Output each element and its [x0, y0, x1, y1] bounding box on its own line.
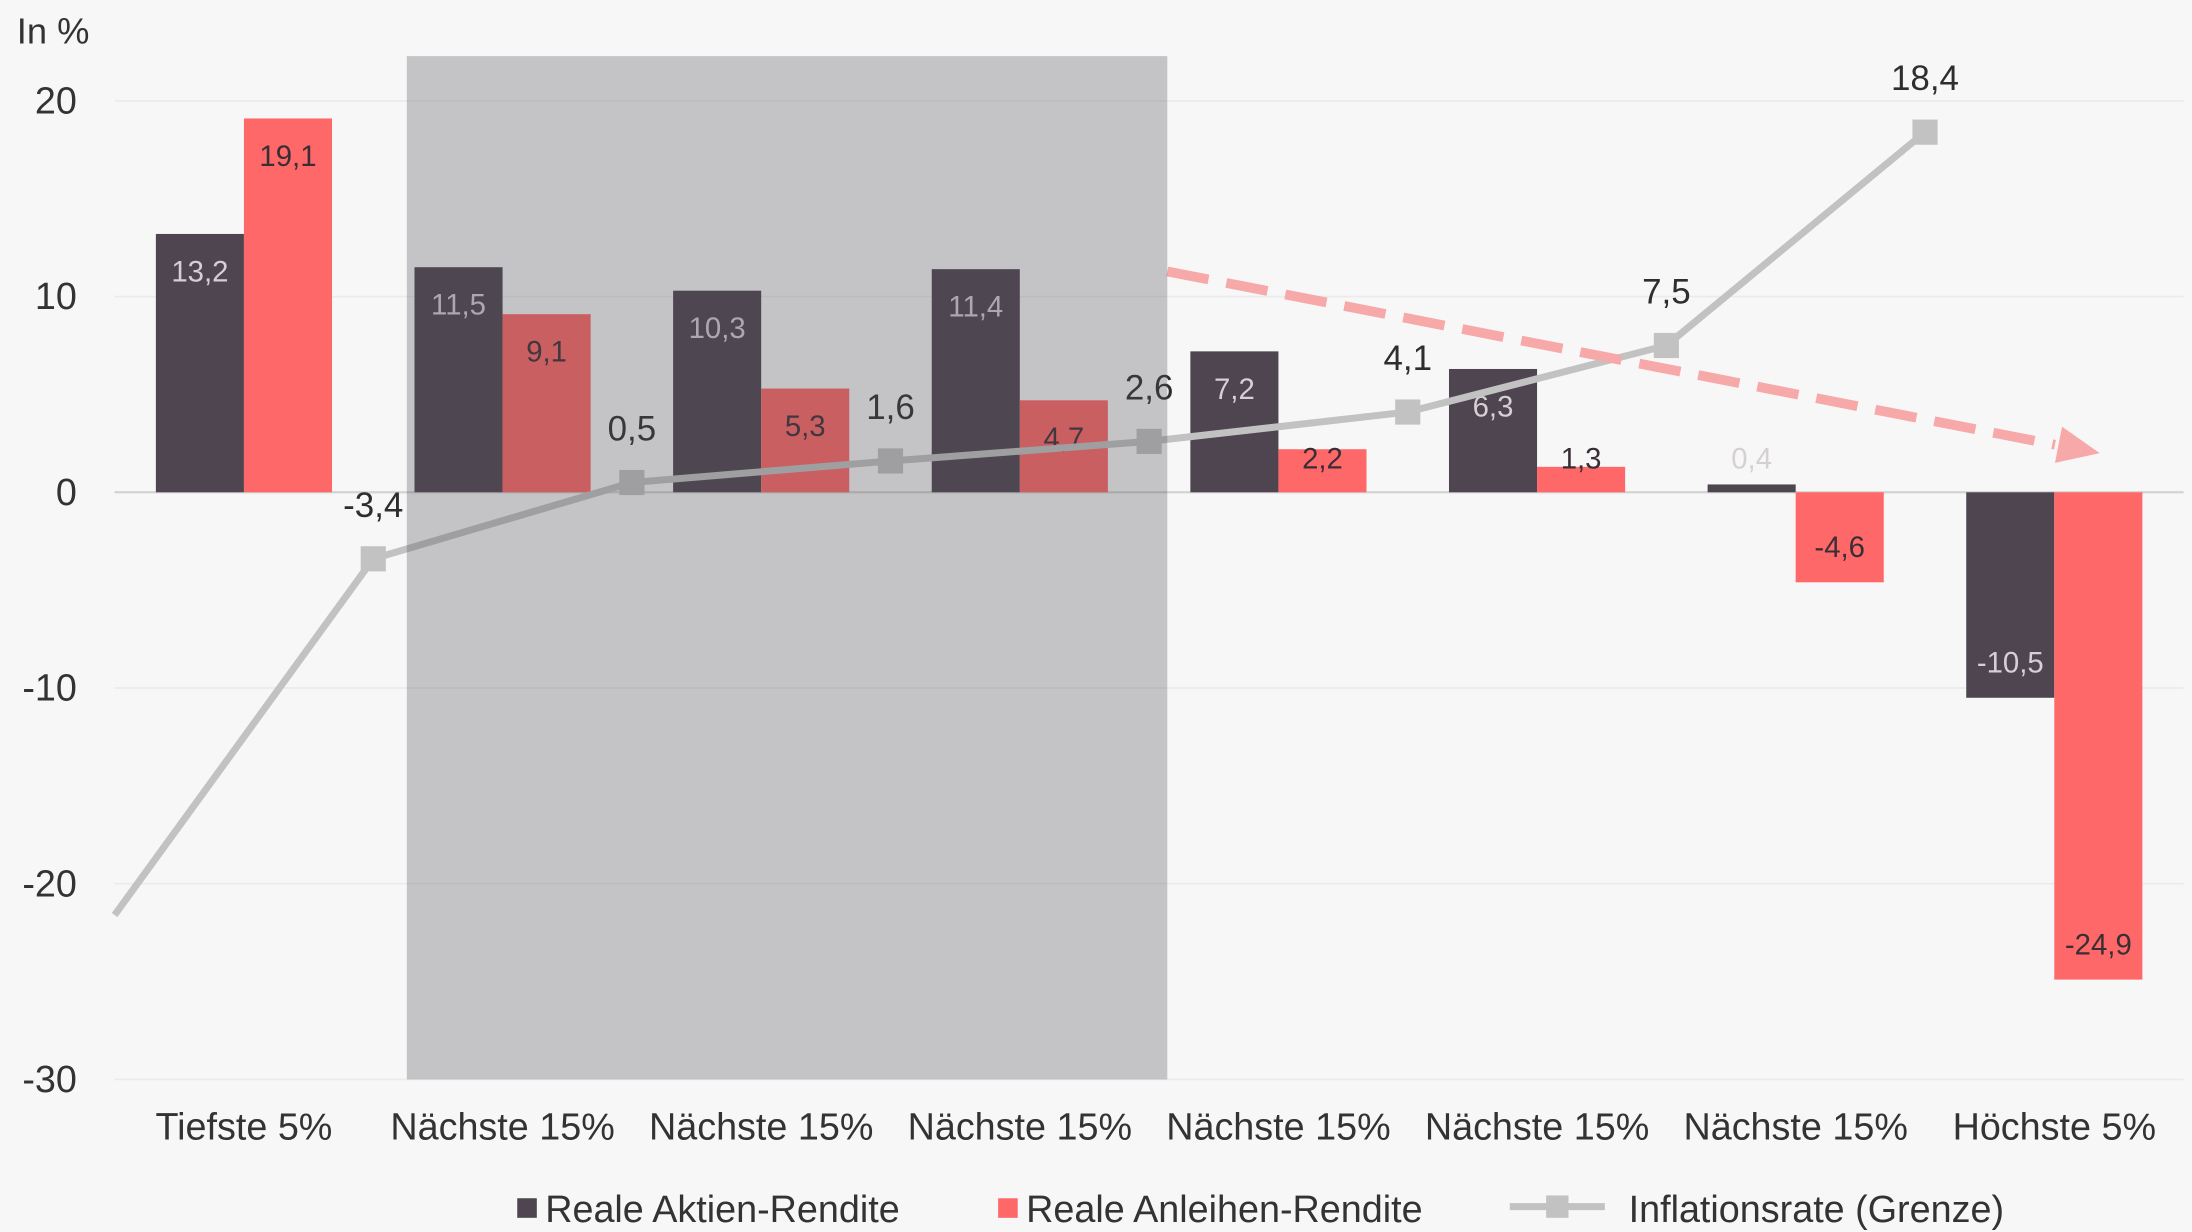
aktien-rendite-bar — [414, 267, 503, 493]
anleihen-rendite-bar — [243, 118, 333, 493]
aktien-rendite-bar-label: 10,3 — [689, 312, 746, 345]
inflation-value-label: -3,4 — [343, 486, 403, 525]
aktien-rendite-bar — [1707, 484, 1796, 493]
inflation-value-label: 18,4 — [1891, 59, 1959, 98]
anleihen-rendite-bar — [2054, 492, 2143, 980]
aktien-rendite-bar — [1966, 492, 2055, 698]
anleihen-rendite-bar — [1278, 449, 1367, 493]
aktien-rendite-bar-label: 7,2 — [1214, 373, 1255, 406]
anleihen-rendite-bar-label: 1,3 — [1561, 443, 1602, 476]
legend-swatch-inflation-marker — [1546, 1195, 1569, 1218]
legend-label-aktien: Reale Aktien-Rendite — [545, 1188, 899, 1230]
x-tick-label: Nächste 15% — [908, 1106, 1132, 1148]
inflation-value-label: 2,6 — [1125, 368, 1174, 407]
legend-swatch-aktien — [517, 1198, 537, 1218]
y-tick-label: -10 — [22, 667, 77, 709]
anleihen-rendite-bar-label: 9,1 — [526, 336, 567, 369]
legend: Reale Aktien-Rendite Reale Anleihen-Rendi… — [517, 1188, 2004, 1230]
x-tick-label: Nächste 15% — [1425, 1106, 1649, 1148]
y-tick-label: 0 — [56, 471, 77, 513]
x-axis-labels: Tiefste 5% Nächste 15% Nächste 15% Nächste … — [156, 1106, 2157, 1148]
highlight-band — [406, 56, 1168, 1080]
aktien-rendite-bar-label: 0,4 — [1731, 443, 1772, 476]
inflation-marker — [1395, 399, 1421, 425]
inflation-marker — [1653, 332, 1679, 359]
anleihen-rendite-bar-label: 5,3 — [785, 410, 826, 443]
x-tick-label: Nächste 15% — [1683, 1106, 1907, 1148]
x-tick-label: Nächste 15% — [1166, 1106, 1390, 1148]
aktien-rendite-bar-label: 11,4 — [948, 291, 1003, 324]
aktien-rendite-bar — [155, 233, 244, 493]
inflation-marker — [1136, 428, 1162, 454]
x-tick-label: Tiefste 5% — [156, 1106, 333, 1148]
anleihen-rendite-bar — [502, 314, 591, 493]
trend-arrow — [1166, 266, 2100, 463]
aktien-rendite-bar-label: 11,5 — [431, 289, 486, 322]
x-tick-label: Höchste 5% — [1953, 1106, 2156, 1148]
y-tick-label: 20 — [35, 79, 77, 121]
y-tick-label: -30 — [22, 1058, 77, 1100]
anleihen-rendite-bar-label: -24,9 — [2065, 928, 2132, 961]
x-tick-label: Nächste 15% — [649, 1106, 873, 1148]
x-tick-label: Nächste 15% — [390, 1106, 614, 1148]
anleihen-rendite-bar — [1795, 492, 1884, 583]
anleihen-rendite-bar — [1537, 466, 1626, 493]
legend-swatch-anleihen — [998, 1198, 1018, 1218]
legend-label-inflation: Inflationsrate (Grenze) — [1629, 1188, 2004, 1230]
aktien-rendite-bar — [673, 290, 762, 493]
y-axis-ticks: 20 10 0 -10 -20 -30 — [22, 79, 77, 1100]
inflation-marker — [619, 469, 645, 496]
anleihen-rendite-bar-label: 2,2 — [1302, 443, 1343, 476]
anleihen-rendite-bar-label: -4,6 — [1814, 531, 1865, 564]
legend-label-anleihen: Reale Anleihen-Rendite — [1026, 1188, 1423, 1230]
aktien-rendite-bar — [1190, 351, 1279, 493]
inflation-line: -3,4 0,5 1,6 2,6 4,1 7,5 18,4 — [111, 59, 1959, 918]
inflation-marker — [1912, 119, 1938, 145]
y-axis-unit-label: In % — [17, 11, 90, 52]
y-tick-label: 10 — [35, 275, 77, 317]
aktien-rendite-bar-label: 13,2 — [171, 255, 228, 288]
y-tick-label: -20 — [22, 862, 77, 904]
aktien-rendite-bar-label: -10,5 — [1977, 647, 2044, 680]
inflation-line-path — [111, 129, 1928, 918]
anleihen-rendite-bar-label: 19,1 — [259, 140, 316, 173]
trend-arrow-head — [2055, 426, 2100, 463]
trend-arrow-line — [1166, 266, 2056, 450]
inflation-value-label: 1,6 — [866, 388, 915, 427]
inflation-marker — [360, 546, 386, 572]
bar-value-labels: 13,211,510,311,47,26,30,4-10,519,19,15,3… — [171, 140, 2131, 961]
inflation-value-label: 0,5 — [608, 410, 657, 449]
inflation-value-label: 4,1 — [1383, 339, 1432, 378]
inflation-value-label: 7,5 — [1642, 273, 1691, 312]
inflation-marker — [877, 448, 904, 474]
anleihen-rendite-bar — [761, 388, 850, 493]
